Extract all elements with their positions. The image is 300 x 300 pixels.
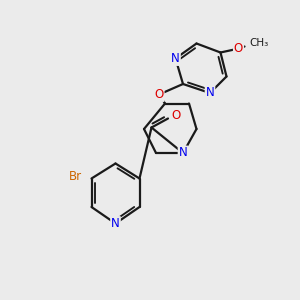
Text: N: N (111, 217, 120, 230)
Text: CH₃: CH₃ (249, 38, 268, 49)
Text: O: O (154, 88, 164, 101)
Text: O: O (234, 42, 243, 55)
Text: N: N (171, 52, 180, 65)
Text: N: N (178, 146, 188, 160)
Text: N: N (206, 86, 214, 100)
Text: O: O (171, 109, 180, 122)
Text: Br: Br (69, 170, 82, 184)
